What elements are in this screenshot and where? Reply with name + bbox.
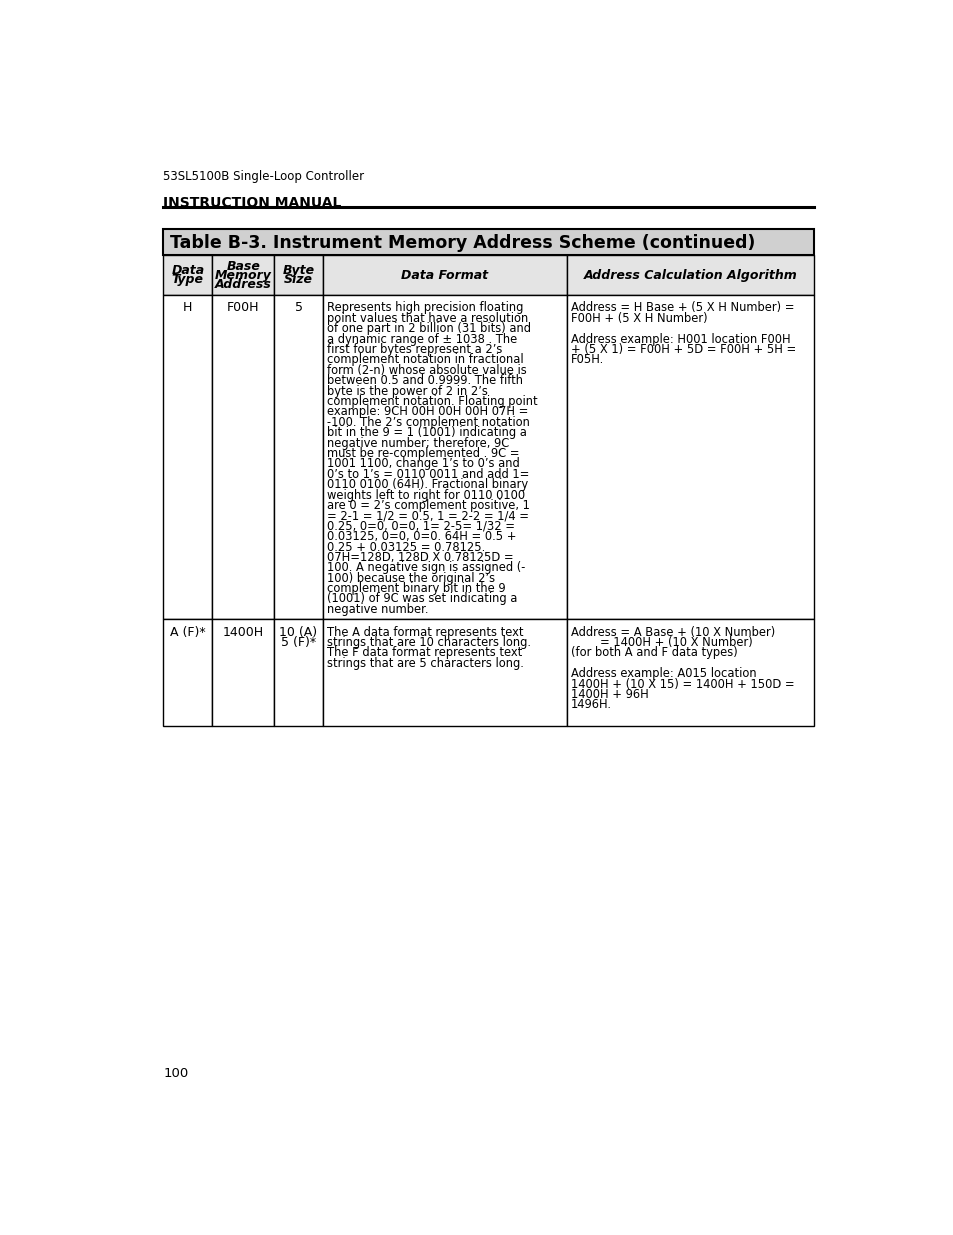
Bar	[566, 256, 814, 295]
Text: Table B-3. Instrument Memory Address Scheme (continued): Table B-3. Instrument Memory Address Sch…	[171, 235, 755, 252]
Text: 1496H.: 1496H.	[570, 698, 611, 711]
Bar	[274, 620, 322, 726]
Text: 1400H: 1400H	[222, 626, 263, 638]
Text: strings that are 5 characters long.: strings that are 5 characters long.	[327, 657, 523, 669]
Text: 100. A negative sign is assigned (-: 100. A negative sign is assigned (-	[327, 561, 524, 574]
Text: complement notation in fractional: complement notation in fractional	[327, 353, 523, 367]
Text: Address example: A015 location: Address example: A015 location	[570, 667, 756, 680]
Text: 0.25 + 0.03125 = 0.78125.: 0.25 + 0.03125 = 0.78125.	[327, 541, 484, 553]
Text: 1001 1100, change 1’s to 0’s and: 1001 1100, change 1’s to 0’s and	[327, 457, 519, 471]
Text: Data: Data	[172, 264, 204, 277]
Text: INSTRUCTION MANUAL: INSTRUCTION MANUAL	[163, 196, 341, 210]
Text: Byte: Byte	[282, 264, 314, 277]
Text: 10 (A): 10 (A)	[279, 626, 317, 638]
Text: Address: Address	[214, 278, 272, 291]
Text: Address = A Base + (10 X Number): Address = A Base + (10 X Number)	[570, 626, 775, 638]
Text: H: H	[183, 301, 193, 315]
Bar	[322, 256, 566, 295]
Bar	[212, 620, 274, 726]
Text: first four bytes represent a 2’s: first four bytes represent a 2’s	[327, 343, 501, 356]
Text: The F data format represents text: The F data format represents text	[327, 646, 521, 659]
Text: strings that are 10 characters long.: strings that are 10 characters long.	[327, 636, 530, 650]
Bar	[274, 256, 322, 295]
Text: weights left to right for 0110 0100: weights left to right for 0110 0100	[327, 489, 524, 501]
Text: F00H + (5 X H Number): F00H + (5 X H Number)	[570, 311, 707, 325]
Text: complement notation. Floating point: complement notation. Floating point	[327, 395, 537, 408]
Text: 5: 5	[294, 301, 302, 315]
Text: 0.03125, 0=0, 0=0. 64H = 0.5 +: 0.03125, 0=0, 0=0. 64H = 0.5 +	[327, 530, 516, 543]
Bar	[163, 620, 212, 726]
Text: 53SL5100B Single-Loop Controller: 53SL5100B Single-Loop Controller	[163, 169, 364, 183]
Text: 1400H + 96H: 1400H + 96H	[570, 688, 648, 701]
Text: A (F)*: A (F)*	[170, 626, 206, 638]
Text: 1400H + (10 X 15) = 1400H + 150D =: 1400H + (10 X 15) = 1400H + 150D =	[570, 678, 794, 690]
Text: negative number; therefore, 9C: negative number; therefore, 9C	[327, 436, 509, 450]
Text: form (2-n) whose absolute value is: form (2-n) whose absolute value is	[327, 364, 526, 377]
Text: (1001) of 9C was set indicating a: (1001) of 9C was set indicating a	[327, 593, 517, 605]
Text: = 2-1 = 1/2 = 0.5, 1 = 2-2 = 1/4 =: = 2-1 = 1/2 = 0.5, 1 = 2-2 = 1/4 =	[327, 509, 528, 522]
Text: between 0.5 and 0.9999. The fifth: between 0.5 and 0.9999. The fifth	[327, 374, 522, 388]
Text: Type: Type	[172, 273, 204, 287]
Text: The A data format represents text: The A data format represents text	[327, 626, 523, 638]
Text: Represents high precision floating: Represents high precision floating	[327, 301, 522, 315]
Text: Size: Size	[284, 273, 313, 287]
Text: are 0 = 2’s complement positive, 1: are 0 = 2’s complement positive, 1	[327, 499, 529, 513]
Text: Address = H Base + (5 X H Number) =: Address = H Base + (5 X H Number) =	[570, 301, 794, 315]
Text: 0.25, 0=0, 0=0, 1= 2-5= 1/32 =: 0.25, 0=0, 0=0, 1= 2-5= 1/32 =	[327, 520, 515, 532]
Text: F00H: F00H	[227, 301, 259, 315]
Text: -100. The 2’s complement notation: -100. The 2’s complement notation	[327, 416, 529, 429]
Text: 100: 100	[163, 1067, 189, 1079]
Bar	[274, 295, 322, 620]
Text: complement binary bit in the 9: complement binary bit in the 9	[327, 582, 505, 595]
Text: 5 (F)*: 5 (F)*	[280, 636, 315, 650]
Text: 100) because the original 2’s: 100) because the original 2’s	[327, 572, 495, 584]
Bar	[322, 295, 566, 620]
Text: 07H=128D, 128D X 0.78125D =: 07H=128D, 128D X 0.78125D =	[327, 551, 513, 564]
Text: + (5 X 1) = F00H + 5D = F00H + 5H =: + (5 X 1) = F00H + 5D = F00H + 5H =	[570, 343, 796, 356]
Text: Data Format: Data Format	[401, 269, 488, 282]
Text: bit in the 9 = 1 (1001) indicating a: bit in the 9 = 1 (1001) indicating a	[327, 426, 526, 440]
Text: F05H.: F05H.	[570, 353, 603, 367]
Bar	[212, 256, 274, 295]
Text: Address Calculation Algorithm: Address Calculation Algorithm	[583, 269, 797, 282]
Text: a dynamic range of ± 1038 . The: a dynamic range of ± 1038 . The	[327, 332, 517, 346]
Text: Memory: Memory	[214, 269, 272, 282]
Text: point values that have a resolution: point values that have a resolution	[327, 311, 528, 325]
Text: 0110 0100 (64H). Fractional binary: 0110 0100 (64H). Fractional binary	[327, 478, 527, 492]
Bar	[212, 295, 274, 620]
Text: 0’s to 1’s = 0110 0011 and add 1=: 0’s to 1’s = 0110 0011 and add 1=	[327, 468, 529, 480]
Text: of one part in 2 billion (31 bits) and: of one part in 2 billion (31 bits) and	[327, 322, 530, 335]
Bar	[566, 295, 814, 620]
Text: byte is the power of 2 in 2’s: byte is the power of 2 in 2’s	[327, 384, 487, 398]
Bar	[163, 256, 212, 295]
Text: example: 9CH 00H 00H 00H 07H =: example: 9CH 00H 00H 00H 07H =	[327, 405, 528, 419]
Bar	[322, 620, 566, 726]
Text: Address example: H001 location F00H: Address example: H001 location F00H	[570, 332, 790, 346]
Bar	[566, 620, 814, 726]
Bar	[163, 295, 212, 620]
Text: must be re-complemented . 9C =: must be re-complemented . 9C =	[327, 447, 518, 459]
Text: = 1400H + (10 X Number): = 1400H + (10 X Number)	[570, 636, 752, 650]
Text: (for both A and F data types): (for both A and F data types)	[570, 646, 737, 659]
Bar	[163, 228, 814, 256]
Text: negative number.: negative number.	[327, 603, 428, 616]
Text: Base: Base	[226, 259, 260, 273]
